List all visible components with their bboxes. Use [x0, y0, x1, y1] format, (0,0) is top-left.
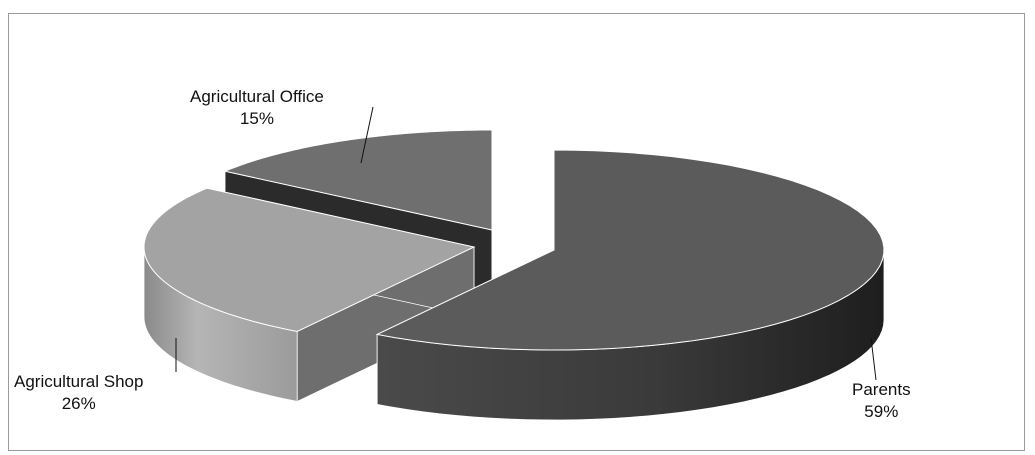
slice-label-name: Parents [852, 380, 911, 399]
slice-label-parents: Parents 59% [852, 379, 911, 423]
pie-slice-top-parents [375, 149, 885, 351]
slice-label-name: Agricultural Shop [14, 372, 144, 391]
pie-slice-top-agricultural-shop [143, 187, 476, 332]
leader-line-agricultural-office [360, 106, 374, 164]
slice-label-name: Agricultural Office [190, 87, 324, 106]
slice-label-value: 15% [239, 109, 274, 128]
slice-label-agricultural-shop: Agricultural Shop 26% [14, 371, 143, 415]
slice-label-value: 26% [61, 394, 96, 413]
slice-label-value: 59% [864, 402, 899, 421]
leader-line-parents [870, 337, 877, 381]
slice-label-agricultural-office: Agricultural Office 15% [190, 86, 324, 130]
pie-slice-parents [375, 149, 885, 421]
pie-slice-top-agricultural-office [223, 129, 493, 231]
pie-slice-agricultural-shop [143, 187, 476, 403]
